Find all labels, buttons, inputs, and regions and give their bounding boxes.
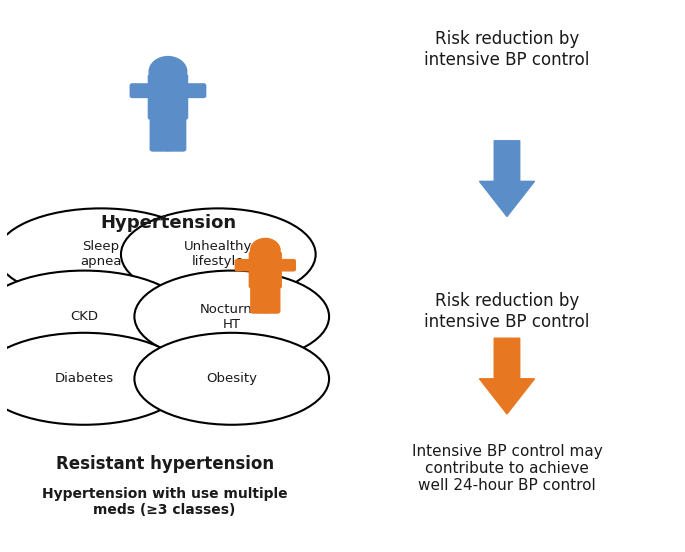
FancyBboxPatch shape	[262, 284, 280, 314]
Circle shape	[251, 238, 280, 262]
Ellipse shape	[134, 333, 329, 425]
Circle shape	[149, 57, 187, 87]
Text: Risk reduction by
intensive BP control: Risk reduction by intensive BP control	[424, 292, 590, 331]
Ellipse shape	[0, 270, 188, 363]
Ellipse shape	[0, 333, 188, 425]
Text: Hypertension with use multiple
meds (≥3 classes): Hypertension with use multiple meds (≥3 …	[42, 487, 288, 517]
Ellipse shape	[121, 208, 316, 300]
FancyArrow shape	[479, 338, 534, 414]
FancyBboxPatch shape	[182, 83, 206, 98]
Text: CKD: CKD	[70, 310, 98, 323]
FancyBboxPatch shape	[149, 116, 171, 152]
Text: Unhealthy
lifestyle: Unhealthy lifestyle	[184, 240, 253, 268]
Text: Diabetes: Diabetes	[55, 372, 114, 385]
FancyBboxPatch shape	[250, 284, 268, 314]
FancyBboxPatch shape	[129, 83, 153, 98]
FancyBboxPatch shape	[234, 259, 255, 272]
FancyBboxPatch shape	[276, 259, 296, 272]
Ellipse shape	[134, 270, 329, 363]
Text: Risk reduction by
intensive BP control: Risk reduction by intensive BP control	[424, 30, 590, 68]
Text: Sleep
apnea: Sleep apnea	[80, 240, 121, 268]
Ellipse shape	[0, 208, 205, 300]
Text: Intensive BP control may
contribute to achieve
well 24-hour BP control: Intensive BP control may contribute to a…	[412, 444, 602, 493]
Text: Hypertension: Hypertension	[100, 214, 236, 232]
Text: Obesity: Obesity	[206, 372, 258, 385]
FancyBboxPatch shape	[166, 116, 186, 152]
FancyArrow shape	[479, 141, 534, 216]
FancyBboxPatch shape	[249, 251, 282, 289]
Text: Resistant hypertension: Resistant hypertension	[55, 454, 274, 473]
FancyBboxPatch shape	[148, 73, 188, 120]
Text: Nocturnal
HT: Nocturnal HT	[199, 302, 264, 331]
